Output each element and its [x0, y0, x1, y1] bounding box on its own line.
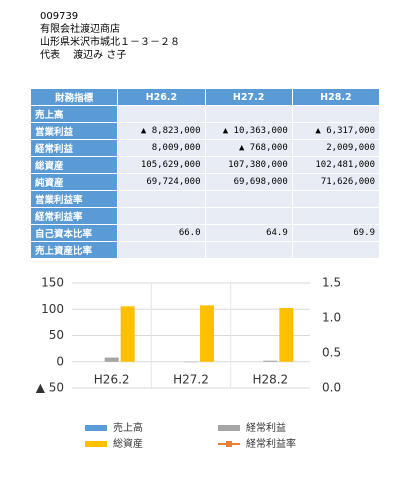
- cell: 8,009,000: [117, 139, 206, 157]
- column-header: H26.2: [117, 88, 206, 106]
- legend-label: 売上高: [113, 421, 143, 434]
- header-line: 山形県米沢市城北１－３－２８: [40, 37, 180, 48]
- table-row: 総資産 105,629,000 107,380,000 102,481,000: [29, 156, 381, 174]
- cell: [291, 241, 381, 259]
- row-label: 営業利益: [29, 122, 119, 140]
- cell: 102,481,000: [291, 156, 381, 174]
- legend-label: 経常利益率: [246, 437, 296, 450]
- header-line: 有限会社渡辺商店: [40, 24, 120, 35]
- header-line: 009739: [40, 11, 79, 22]
- cell: [117, 105, 206, 123]
- y-tick-label: 50: [49, 328, 64, 342]
- y-tick-label: 0: [56, 354, 64, 368]
- cell: [204, 105, 293, 123]
- y-tick-label: 100: [41, 302, 64, 316]
- finance-table: 財務指標 H26.2 H27.2 H28.2 売上高 営業利益 ▲ 8,823,000 ▲ 1…: [29, 88, 381, 259]
- header-line: 代表 渡辺み さ子: [40, 50, 127, 61]
- cell: 69.9: [291, 224, 381, 242]
- table-row: 営業利益率: [29, 190, 381, 208]
- y2-tick-label: 1.0: [322, 311, 341, 325]
- cell: 66.0: [117, 224, 206, 242]
- legend-label: 総資産: [113, 437, 143, 450]
- row-label: 自己資本比率: [29, 224, 119, 242]
- cell: ▲ 10,363,000: [204, 122, 293, 140]
- row-label: 売上資産比率: [29, 241, 119, 259]
- row-label: 純資産: [29, 173, 119, 191]
- table-row: 売上資産比率: [29, 241, 381, 259]
- cell: [291, 105, 381, 123]
- legend-marker: [226, 441, 232, 447]
- row-label: 経常利益率: [29, 207, 119, 225]
- table-row: 売上高: [29, 105, 381, 123]
- cell: 64.9: [204, 224, 293, 242]
- bar: [120, 306, 135, 362]
- legend-swatch: [85, 425, 107, 431]
- cell: [291, 190, 381, 208]
- header: 009739 有限会社渡辺商店山形県米沢市城北１－３－２８ 代表 渡辺み さ子: [40, 10, 180, 62]
- legend-swatch: [218, 425, 240, 431]
- cell: ▲ 768,000: [204, 139, 293, 157]
- header-row: 財務指標 H26.2 H27.2 H28.2: [29, 88, 381, 106]
- chart: ▲ 50 0 50 100 150 0.0 0.5 1.0 1.5 H26.2 H27.2 H28.2…: [36, 276, 341, 451]
- row-label: 売上高: [29, 105, 119, 123]
- cell: 69,698,000: [204, 173, 293, 191]
- column-header: H28.2: [291, 88, 381, 106]
- y2-tick-label: 0.5: [322, 346, 341, 360]
- cell: 105,629,000: [117, 156, 206, 174]
- y-tick-label: 150: [41, 276, 64, 290]
- cell: [204, 241, 293, 259]
- row-label: 総資産: [29, 156, 119, 174]
- cell: 107,380,000: [204, 156, 293, 174]
- cell: 71,626,000: [291, 173, 381, 191]
- legend-label: 経常利益: [246, 421, 286, 434]
- cell: [117, 207, 206, 225]
- table-row: 自己資本比率 66.0 64.9 69.9: [29, 224, 381, 242]
- y2-tick-label: 1.5: [322, 276, 341, 290]
- bar: [279, 307, 294, 362]
- cell: ▲ 8,823,000: [117, 122, 206, 140]
- cell: 2,009,000: [291, 139, 381, 157]
- table-row: 経常利益率: [29, 207, 381, 225]
- table-row: 純資産 69,724,000 69,698,000 71,626,000: [29, 173, 381, 191]
- cell: [204, 207, 293, 225]
- bar: [263, 360, 278, 362]
- x-tick-label: H27.2: [173, 373, 209, 387]
- cell: 69,724,000: [117, 173, 206, 191]
- x-tick-label: H26.2: [94, 373, 130, 387]
- row-label: 経常利益: [29, 139, 119, 157]
- cell: [117, 241, 206, 259]
- cell: [291, 207, 381, 225]
- bar: [200, 305, 214, 362]
- y2-tick-label: 0.0: [322, 381, 341, 395]
- table-row: 経常利益 8,009,000 ▲ 768,000 2,009,000: [29, 139, 381, 157]
- column-header: 財務指標: [29, 88, 119, 106]
- x-tick-label: H28.2: [252, 373, 288, 387]
- legend-swatch: [85, 441, 107, 447]
- table-row: 営業利益 ▲ 8,823,000 ▲ 10,363,000 ▲ 6,317,000: [29, 122, 381, 140]
- cell: ▲ 6,317,000: [291, 122, 381, 140]
- column-header: H27.2: [204, 88, 293, 106]
- row-label: 営業利益率: [29, 190, 119, 208]
- cell: [117, 190, 206, 208]
- bar: [104, 357, 119, 362]
- y-tick-label: ▲ 50: [36, 381, 64, 395]
- cell: [204, 190, 293, 208]
